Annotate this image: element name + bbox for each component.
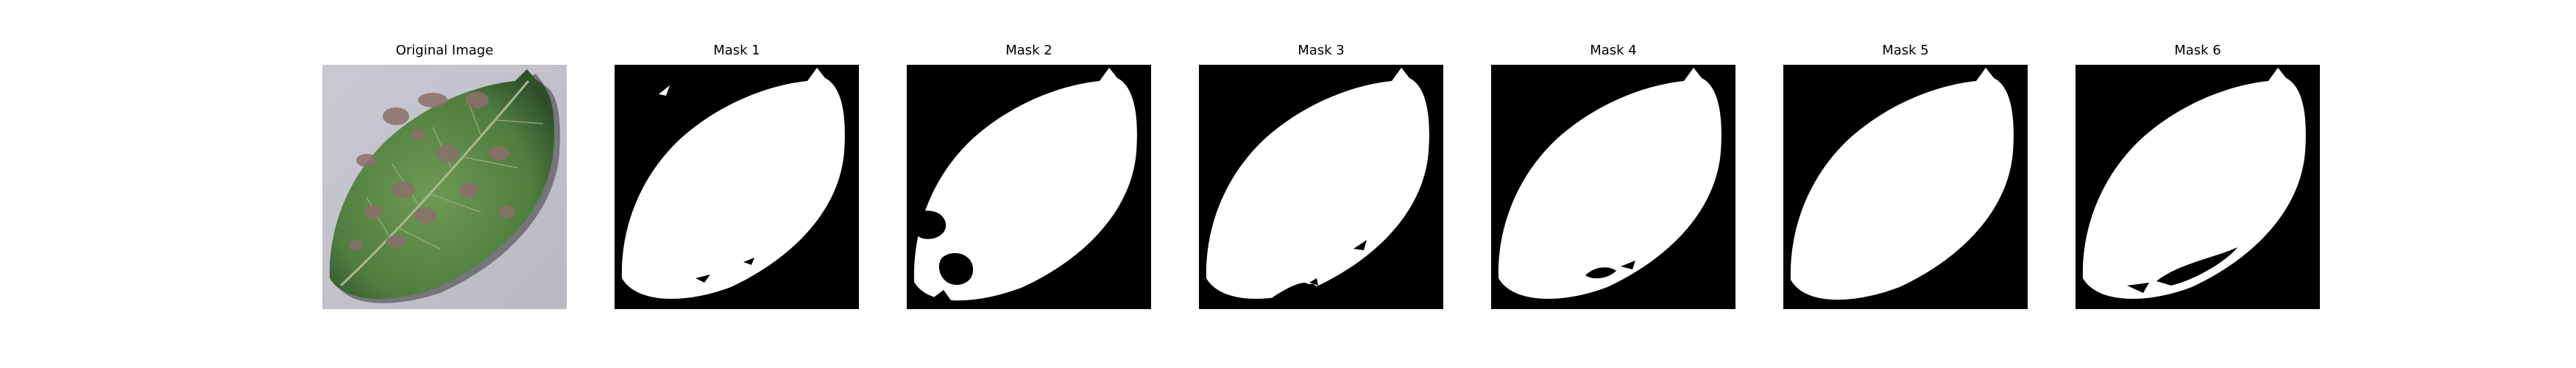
panel-title: Mask 3 [1298,43,1345,58]
mask-image [1783,65,2028,309]
panel-title: Mask 2 [1005,43,1052,58]
panel-title: Mask 6 [2174,43,2221,58]
mask-image [615,65,859,309]
mask-image [907,65,1151,309]
leaf-photo [322,65,567,309]
mask-image [1491,65,1735,309]
panel-title: Mask 1 [713,43,760,58]
panel-title: Original Image [395,43,494,58]
mask-image [2076,65,2320,309]
mask-image [1199,65,1443,309]
panel-title: Mask 4 [1590,43,1637,58]
panel-title: Mask 5 [1882,43,1929,58]
